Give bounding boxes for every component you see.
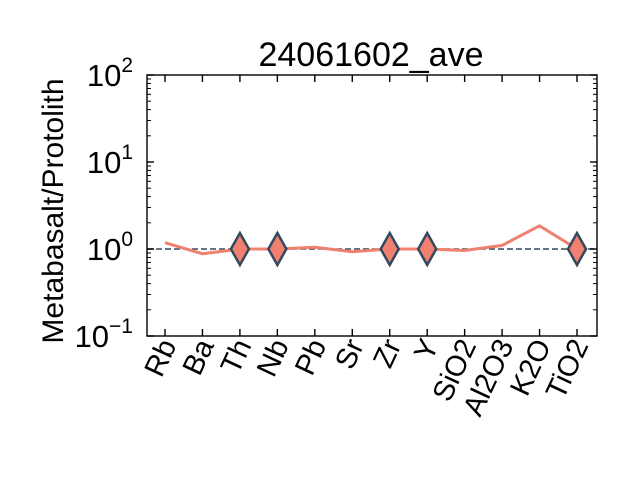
x-tick-label: Y <box>408 334 445 365</box>
tick-layer <box>147 74 597 337</box>
series-line <box>164 224 578 256</box>
x-tick-label: Pb <box>289 334 333 380</box>
y-tick-label: 100 <box>87 228 133 267</box>
x-tick-label: Zr <box>368 334 409 373</box>
plot-frame <box>146 74 598 337</box>
chart-title: 24061602_ave <box>258 36 483 74</box>
y-tick-label: 101 <box>87 141 133 180</box>
data-point-marker <box>416 230 438 268</box>
x-tick-label: Sr <box>329 334 370 374</box>
x-tick-label: Th <box>215 334 258 378</box>
y-tick-label: 10−1 <box>75 315 133 354</box>
data-point-marker <box>266 230 288 268</box>
x-tick-label: Rb <box>139 334 184 381</box>
data-point-marker <box>379 230 401 268</box>
data-point-marker <box>566 230 588 268</box>
x-tick-label: Nb <box>251 334 296 381</box>
x-tick-label: Ba <box>177 334 221 380</box>
data-point-marker <box>229 230 251 268</box>
marker-layer <box>229 230 588 268</box>
series-layer <box>147 224 597 256</box>
y-tick-labels: 10−1 100 101 102 <box>75 54 133 354</box>
y-axis-label: Metabasalt/Protolith <box>37 78 70 343</box>
y-tick-label: 102 <box>87 54 133 93</box>
